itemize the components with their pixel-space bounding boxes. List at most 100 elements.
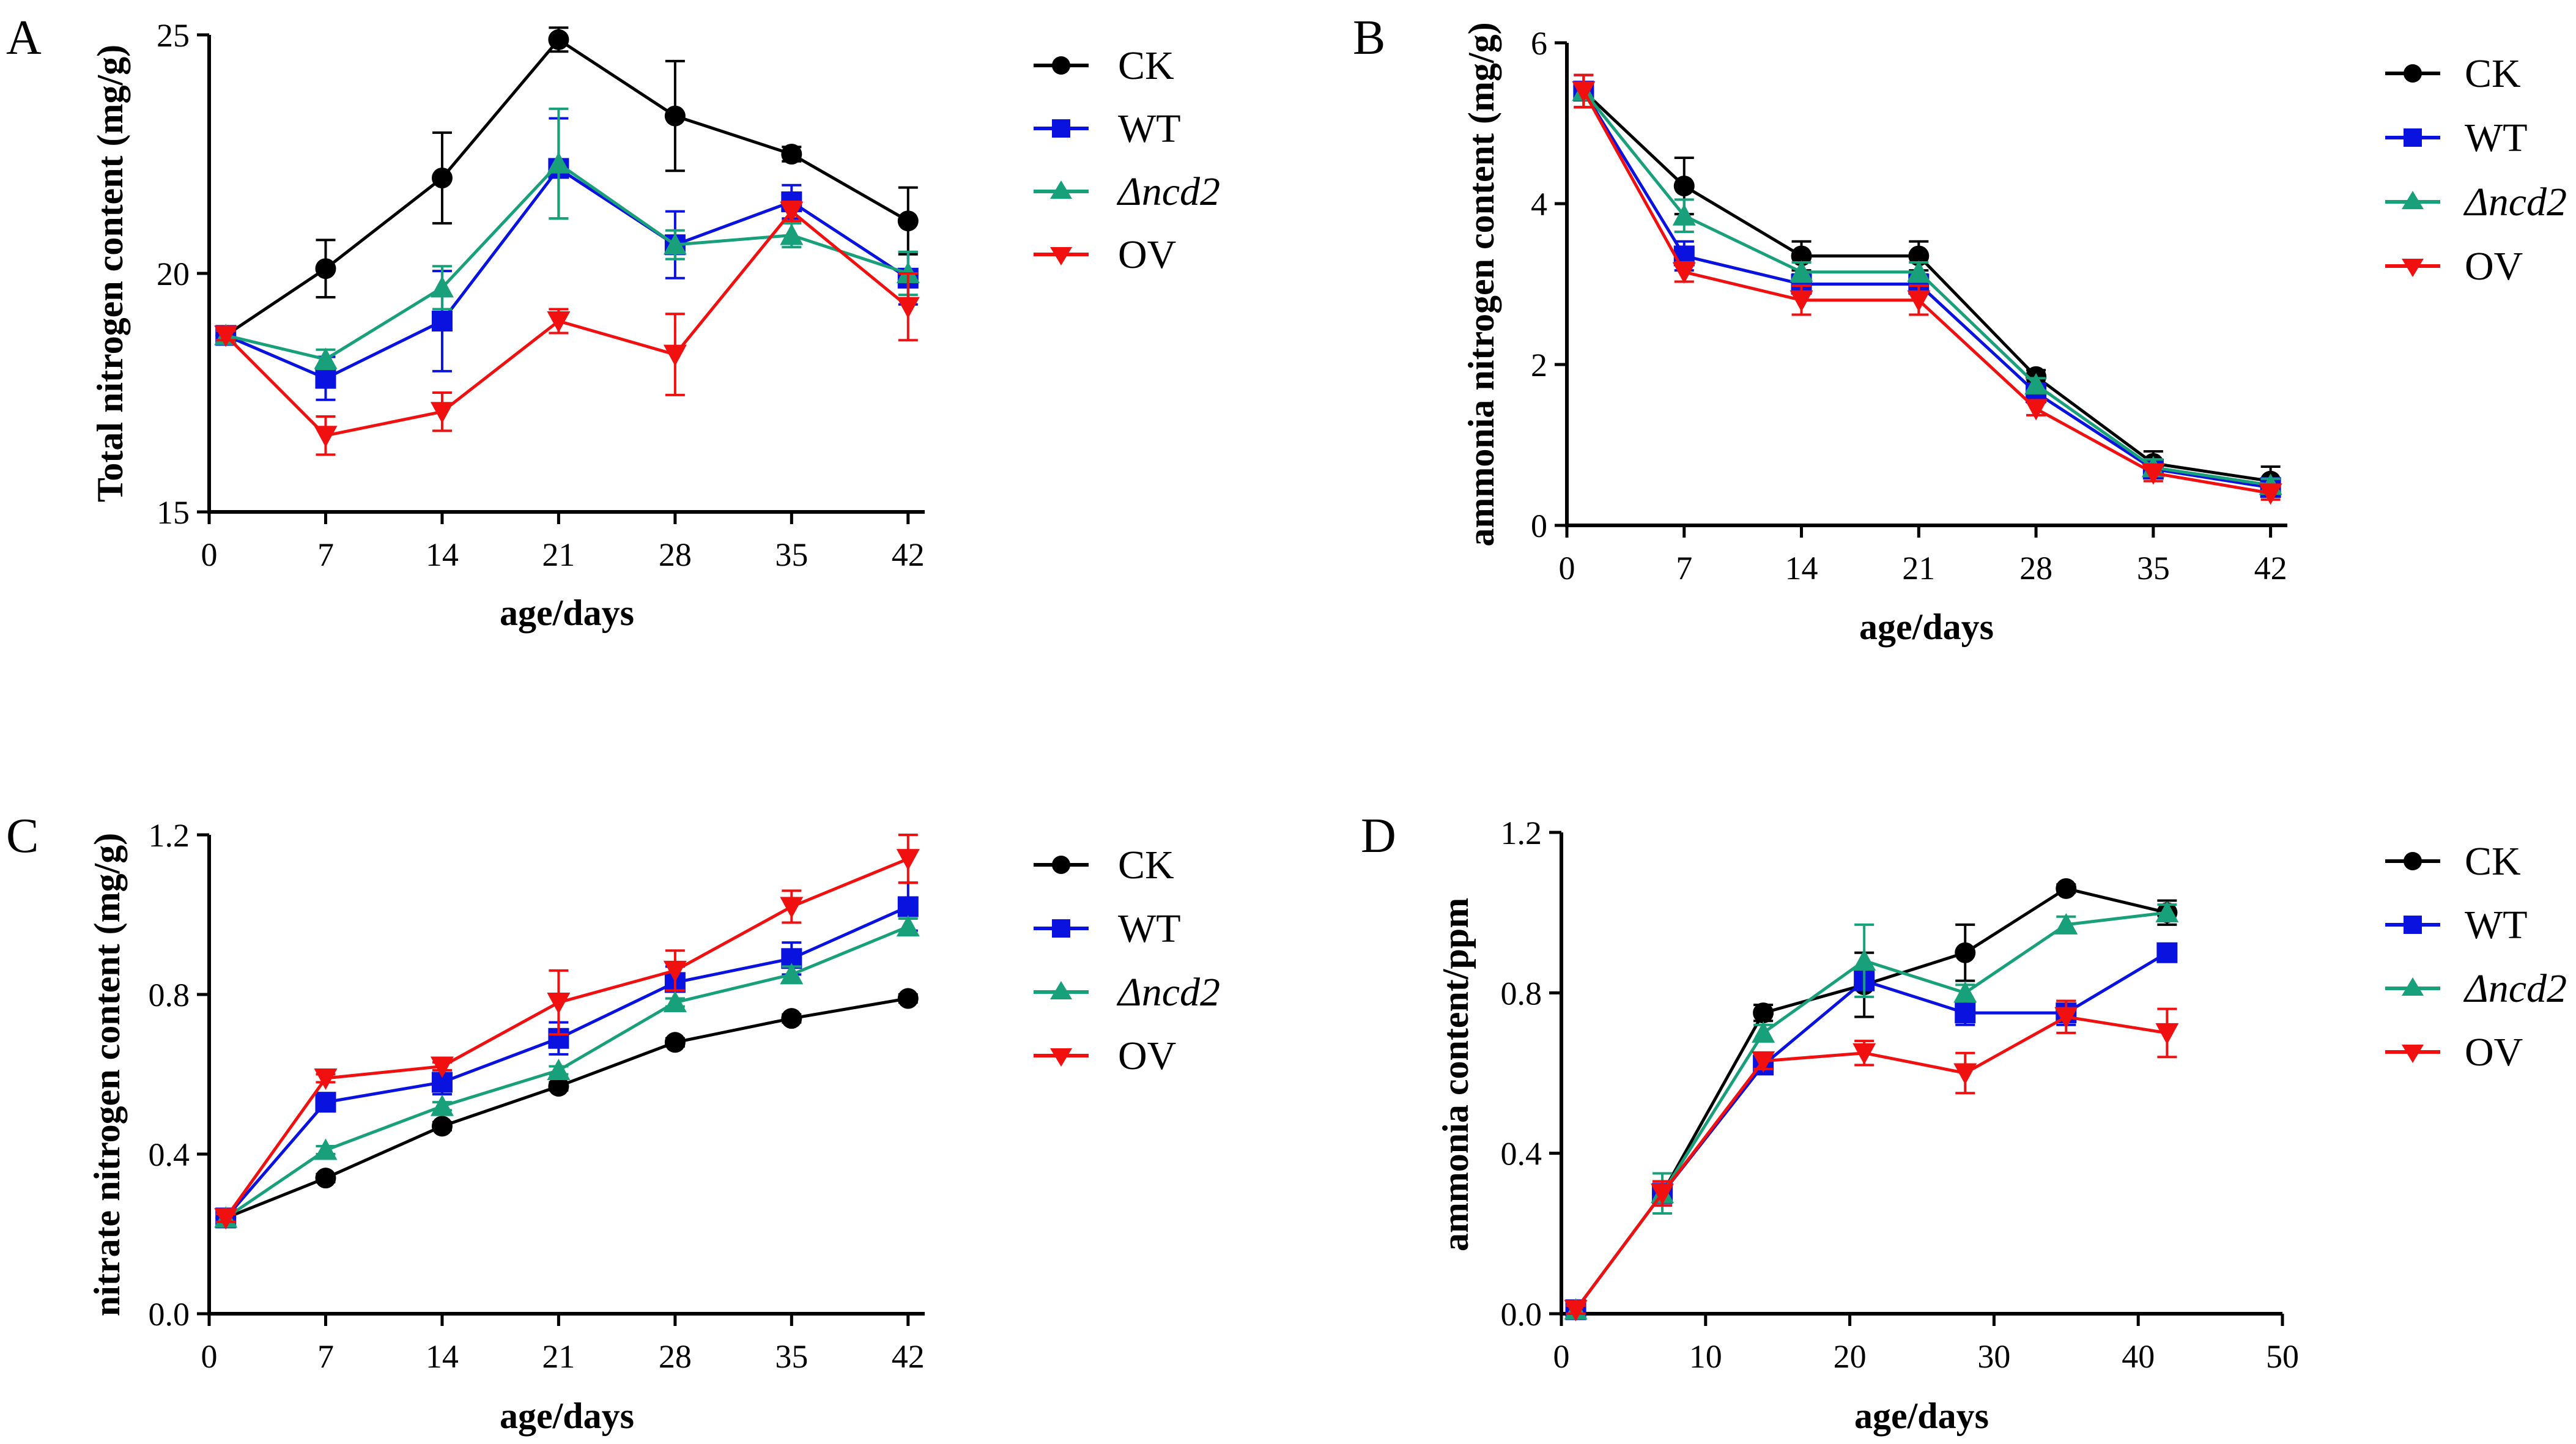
panel-a-series-ncd2-point	[663, 233, 687, 255]
panel-b-y-tick-label: 2	[1531, 347, 1547, 383]
panel-d-series-wt-point	[2156, 942, 2178, 963]
panel-b-legend-item-ck: CK	[2385, 51, 2521, 96]
panel-a-x-tick-label: 35	[775, 536, 808, 573]
panel-b-series-ck-point	[1908, 245, 1930, 267]
panel-b-x-tick-label: 0	[1559, 550, 1575, 587]
panel-b-legend-item-wt: WT	[2385, 116, 2528, 160]
panel-a-legend-item-ck: CK	[1034, 43, 1174, 88]
panel-d-series-ncd2-point	[1852, 949, 1876, 971]
panel-a-series-ck-point	[897, 210, 919, 232]
panel-a-x-tick-label: 14	[426, 536, 459, 573]
panel-b-series-ncd2-point	[1790, 260, 1813, 282]
panel-a-x-tick-label: 42	[892, 536, 925, 573]
panel-c-legend-item-ncd2: Δncd2	[1034, 970, 1220, 1015]
panel-c-y-tick-label: 0.8	[149, 977, 190, 1013]
panel-d-series-ncd2-point	[2054, 913, 2078, 935]
panel-c-y-tick-label: 0.4	[149, 1136, 190, 1173]
panel-d-x-tick-label: 10	[1689, 1338, 1722, 1375]
panel-d-y-tick-label: 0.8	[1501, 975, 1542, 1012]
panel-a-series-ncd2-point	[430, 276, 454, 298]
panel-d-y-axis-title: ammonia content/ppm	[1435, 898, 1476, 1251]
panel-a-legend: CK WT Δncd2 OV	[1034, 43, 1220, 277]
panel-a-x-tick-label: 21	[542, 536, 575, 573]
panel-a-series-ck-point	[781, 144, 802, 165]
panel-b-legend-item-ov: OV	[2385, 244, 2523, 289]
panel-d-series-ov-point	[1564, 1300, 1588, 1322]
panel-a-legend-label-ncd2: Δncd2	[1116, 169, 1220, 214]
panel-a-series-ov-point	[314, 426, 338, 448]
panel-d-x-tick-label: 20	[1834, 1338, 1867, 1375]
panel-a-series-wt-point	[315, 368, 336, 389]
panel-b-x-tick-label: 21	[1902, 550, 1935, 587]
panel-a-series-ov-point	[547, 311, 571, 333]
panel-d-legend-label-wt: WT	[2465, 903, 2528, 947]
panel-c-x-tick-label: 0	[201, 1338, 218, 1375]
panel-c-legend-item-wt: WT	[1034, 906, 1181, 951]
panel-label-a: A	[6, 11, 42, 65]
panel-d-series-ncd2-point	[2155, 901, 2179, 923]
panel-b-legend-label-wt: WT	[2465, 116, 2528, 160]
panel-d-series-ov-point	[1752, 1051, 1775, 1073]
panel-b-x-axis-title: age/days	[1859, 607, 1994, 647]
panel-d-x-axis-title: age/days	[1854, 1396, 1989, 1436]
panel-d-y-tick-label: 1.2	[1501, 815, 1542, 851]
panel-b-series-ov-point	[1790, 290, 1813, 312]
panel-c-series-ck-point	[664, 1032, 686, 1053]
panel-a-series-ncd2-point	[547, 152, 571, 174]
panel-c-series-ck-point	[781, 1008, 802, 1029]
panel-a-x-tick-label: 28	[659, 536, 692, 573]
panel-c-y-axis-title: nitrate nitrogen content (mg/g)	[87, 833, 127, 1316]
panel-b-legend: CK WT Δncd2 OV	[2385, 51, 2567, 289]
panel-c-y-tick-label: 1.2	[149, 817, 190, 854]
panel-d-series-ncd2-point	[1953, 981, 1977, 1003]
panel-d-legend-item-ck: CK	[2385, 839, 2521, 884]
panel-b-series-ov-point	[2141, 463, 2165, 485]
panel-d-x-tick-label: 30	[1977, 1338, 2010, 1375]
panel-b-legend-item-ncd2: Δncd2	[2385, 180, 2567, 224]
panel-a-legend-label-ov: OV	[1118, 232, 1176, 277]
panel-a-legend-item-ncd2: Δncd2	[1034, 169, 1220, 214]
panel-c-legend-label-ov: OV	[1118, 1034, 1176, 1078]
panel-a-legend-item-ov: OV	[1034, 232, 1176, 277]
panel-c-legend-label-ncd2: Δncd2	[1116, 970, 1220, 1015]
panel-d-legend-label-ncd2: Δncd2	[2463, 966, 2567, 1011]
panel-b-series-ncd2-point	[1907, 260, 1931, 282]
panel-b-series-ncd2-point	[2024, 372, 2048, 394]
panel-d-legend-label-ov: OV	[2465, 1030, 2523, 1075]
panel-b-x-tick-label: 7	[1676, 550, 1692, 587]
panel-d-series-ov-point	[2155, 1023, 2179, 1045]
panel-a-series-ncd2-point	[780, 223, 804, 245]
panel-c-series-ncd2-point	[663, 991, 687, 1013]
panel-d-series-ov-point	[1953, 1063, 1977, 1085]
panel-d-legend-item-wt: WT	[2385, 903, 2528, 947]
panel-a-series-ck-point	[664, 105, 686, 127]
panel-b: B 0 7 14 21 28 35 42 0 2 4 6 age/days ammonia nitr…	[1353, 11, 2567, 647]
panel-a-series-ncd2-point	[314, 347, 338, 369]
panel-d-series-ov-point	[1651, 1183, 1675, 1205]
panel-b-legend-label-ov: OV	[2465, 244, 2523, 289]
panel-a-series-ov-point	[430, 402, 454, 424]
panel-c-series-ncd2-point	[896, 915, 920, 937]
panel-b-series-ncd2-point	[1672, 204, 1696, 226]
panel-b-legend-label-ncd2: Δncd2	[2463, 180, 2567, 224]
panel-b-y-tick-label: 6	[1531, 25, 1547, 62]
panel-c-x-tick-label: 42	[892, 1338, 925, 1375]
panel-c-legend: CK WT Δncd2 OV	[1034, 843, 1220, 1078]
panel-a-y-tick-label: 15	[157, 494, 190, 531]
panel-c-x-tick-label: 21	[542, 1338, 575, 1375]
panel-c-series-ck-point	[897, 988, 919, 1009]
panel-c-legend-label-wt: WT	[1118, 906, 1181, 951]
panel-c-series-ov-point	[430, 1056, 454, 1078]
panel-b-x-tick-label: 28	[2019, 550, 2052, 587]
panel-d-series-ov-line	[1574, 1015, 2167, 1311]
panel-b-y-tick-label: 0	[1531, 508, 1547, 544]
panel-a-series-ov-line	[224, 209, 909, 437]
panel-d-legend-item-ncd2: Δncd2	[2385, 966, 2567, 1011]
panel-d: D 0 10 20 30 40 50 0.0 0.4 0.8 1.2 age/days ammon…	[1361, 809, 2567, 1436]
panel-b-x-tick-label: 14	[1785, 550, 1818, 587]
panel-c-series-ov-point	[780, 897, 804, 919]
panel-a-series-ck-point	[431, 168, 453, 188]
panel-d-y-tick-label: 0.4	[1501, 1136, 1542, 1172]
panel-d-series-wt-point	[1955, 1002, 1976, 1024]
panel-a-y-tick-label: 20	[157, 256, 190, 292]
